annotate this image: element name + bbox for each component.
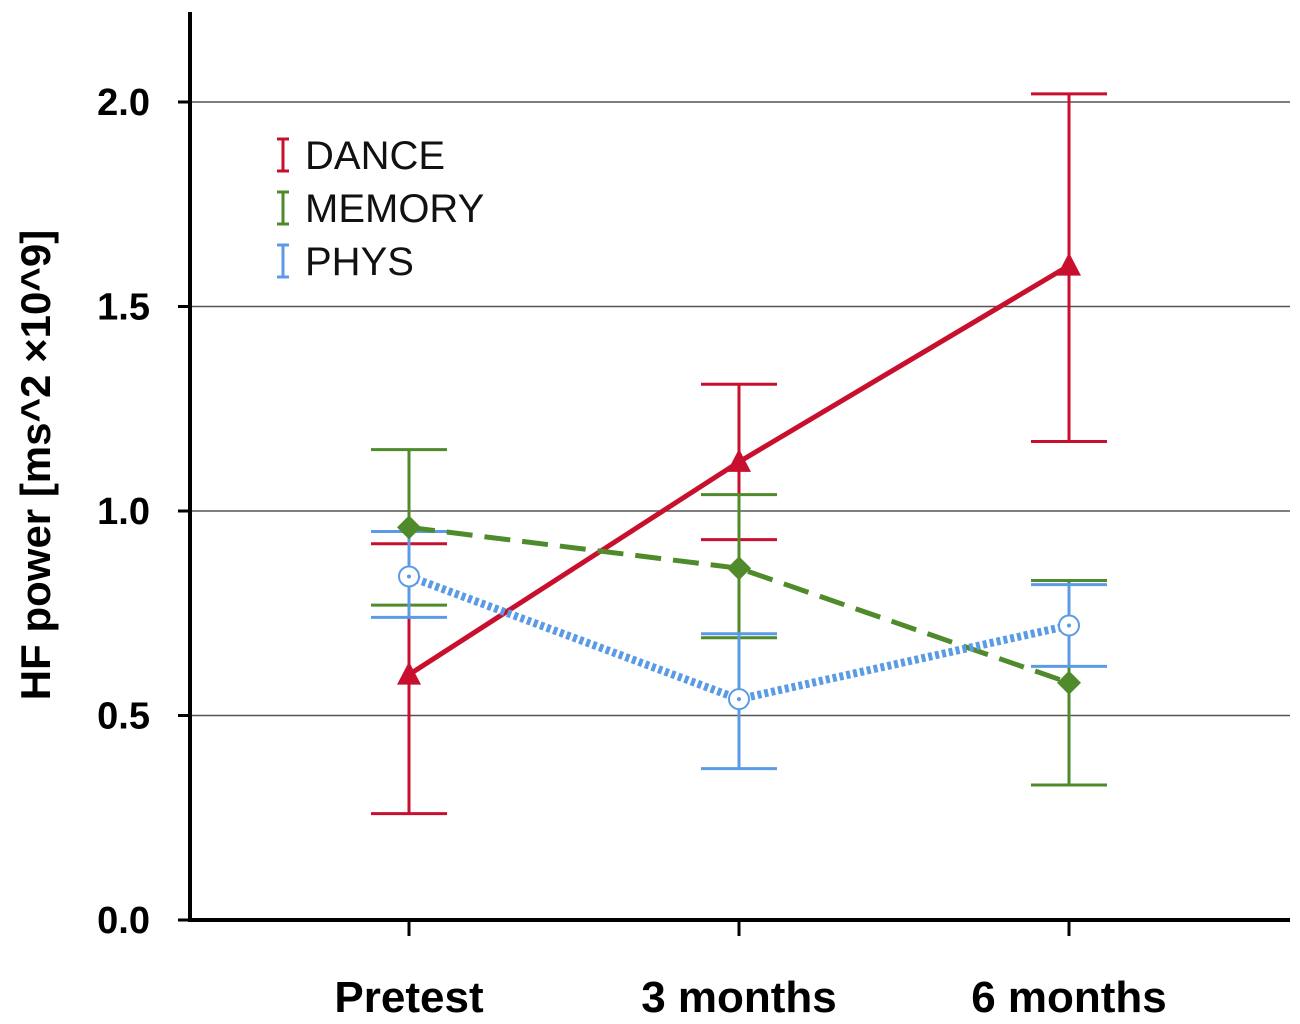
y-tick-label: 1.5 <box>97 287 150 329</box>
legend-item-phys: PHYS <box>277 240 414 284</box>
legend-label: PHYS <box>305 240 414 284</box>
x-tick-label: 6 months <box>971 973 1167 1022</box>
legend-label: DANCE <box>305 134 445 178</box>
x-tick-label: Pretest <box>334 973 484 1022</box>
legend-item-dance: DANCE <box>277 134 445 178</box>
y-tick-label: 1.0 <box>97 491 150 533</box>
marker-phys-dot <box>737 697 741 702</box>
legend-item-memory: MEMORY <box>277 187 484 231</box>
y-tick-labels: 0.0 0.5 1.0 1.5 2.0 <box>97 82 190 942</box>
marker-dance <box>1057 252 1081 276</box>
marker-dance <box>727 448 751 472</box>
marker-dance <box>397 661 421 685</box>
marker-memory <box>727 556 751 581</box>
marker-memory <box>1057 670 1081 695</box>
marker-memory <box>397 515 421 540</box>
y-tick-label: 0.0 <box>97 900 150 942</box>
y-axis-label: HF power [ms^2 ×10^9] <box>12 230 59 700</box>
x-tick-labels: Pretest 3 months 6 months <box>334 922 1167 1022</box>
legend-label: MEMORY <box>305 187 484 231</box>
y-tick-label: 2.0 <box>97 82 150 124</box>
marker-phys-dot <box>407 574 411 579</box>
x-tick-label: 3 months <box>641 973 837 1022</box>
series-markers <box>397 252 1081 711</box>
y-tick-label: 0.5 <box>97 696 150 738</box>
legend: DANCE MEMORY PHYS <box>277 134 484 284</box>
marker-phys-dot <box>1067 623 1071 628</box>
axes <box>188 12 1290 922</box>
